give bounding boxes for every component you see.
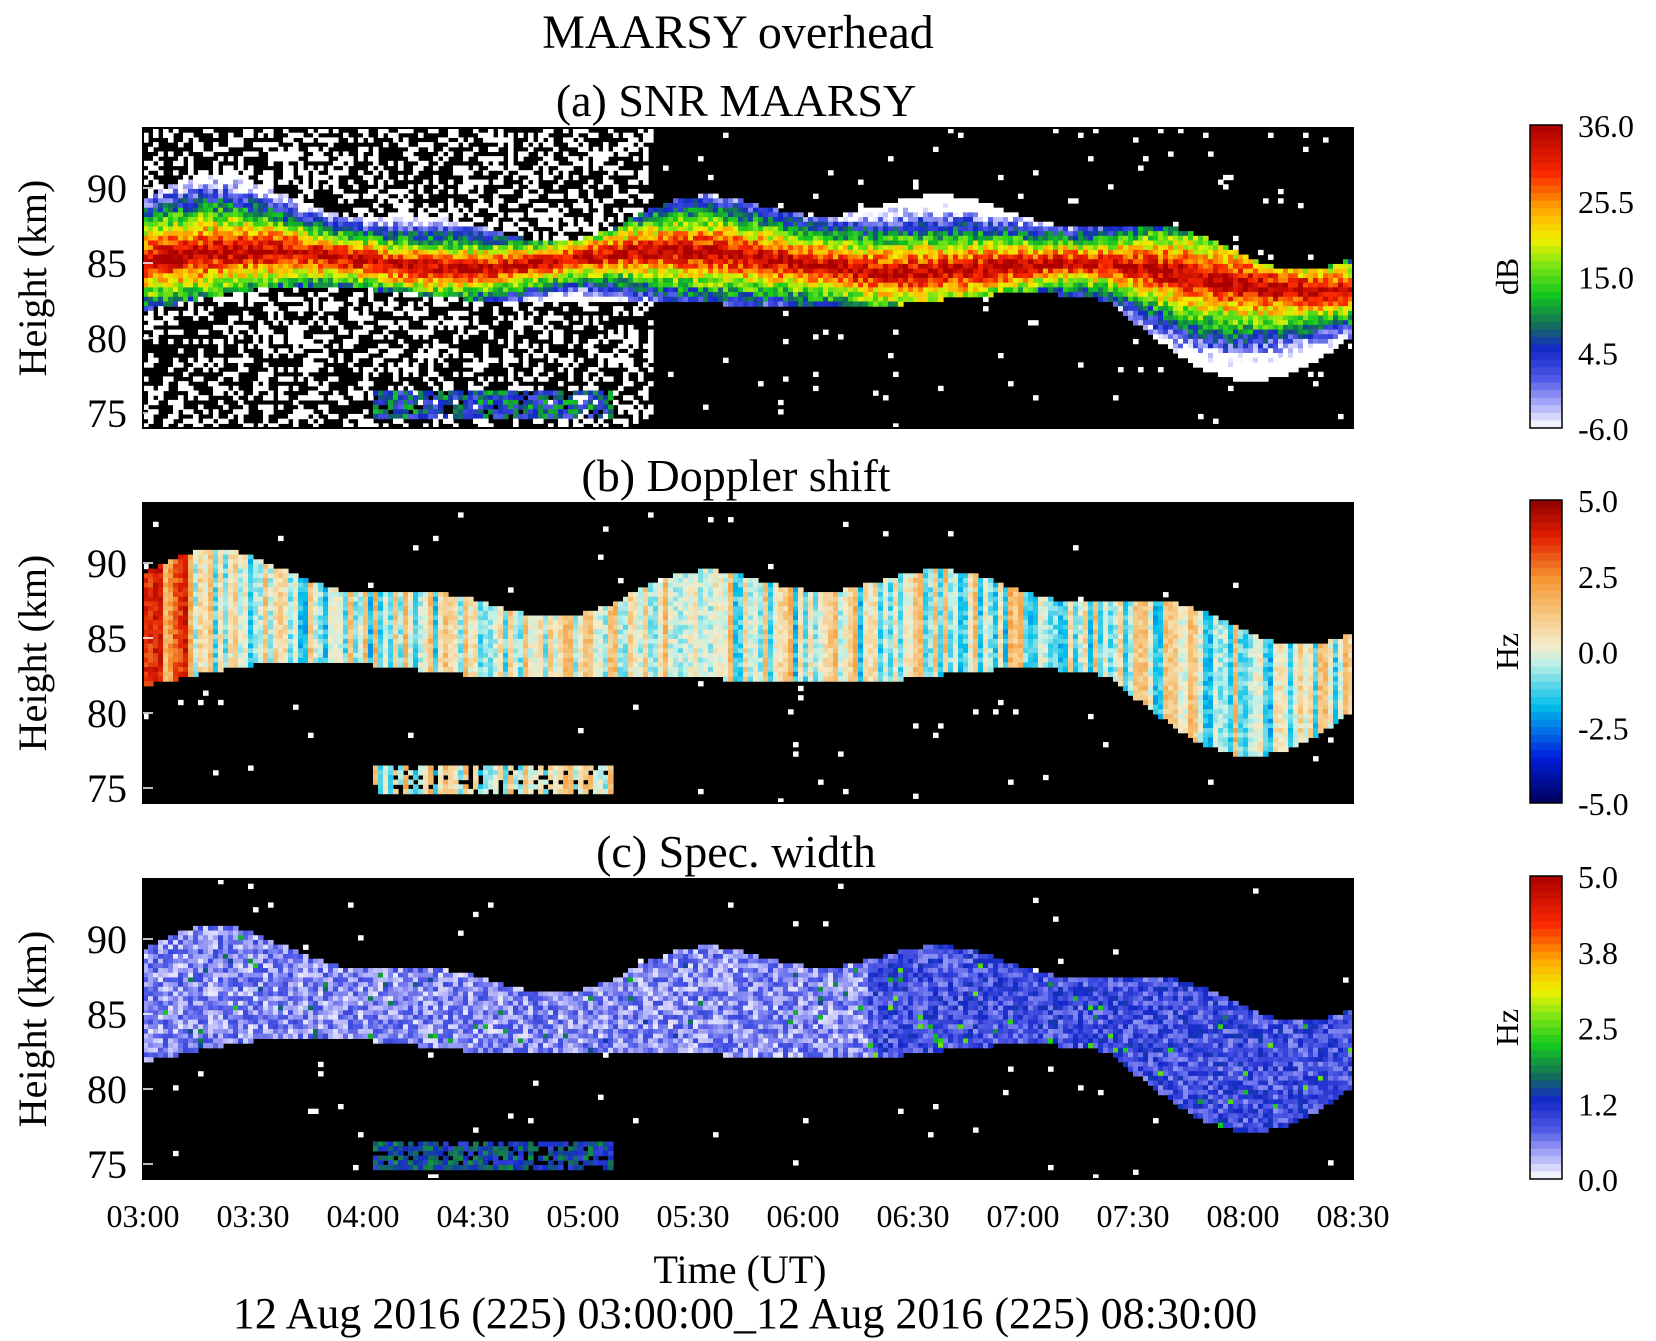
colorbar-tick-label: 2.5 <box>1578 1011 1618 1047</box>
heatmap <box>143 503 1354 804</box>
heatmap <box>143 128 1354 429</box>
y-tick-label: 90 <box>87 917 127 962</box>
colorbar-tick-label: -6.0 <box>1578 411 1629 447</box>
y-axis-label: Height (km) <box>10 555 55 752</box>
y-tick-label: 75 <box>87 391 127 436</box>
colorbar-tick-label: -2.5 <box>1578 710 1629 746</box>
panel-title: (a) SNR MAARSY <box>556 75 916 126</box>
x-tick-label: 03:30 <box>217 1198 290 1234</box>
x-tick-label: 06:30 <box>877 1198 950 1234</box>
y-tick-label: 85 <box>87 992 127 1037</box>
x-tick-label: 05:00 <box>547 1198 620 1234</box>
y-tick-label: 80 <box>87 691 127 736</box>
y-tick-label: 90 <box>87 166 127 211</box>
colorbar-tick-label: 25.5 <box>1578 184 1634 220</box>
footer-time-range: 12 Aug 2016 (225) 03:00:00_12 Aug 2016 (… <box>233 1289 1257 1338</box>
panel-b: (b) Doppler shift 75 80 85 90 Height (km) 5.0 2… <box>10 450 1629 822</box>
x-tick-label: 06:00 <box>767 1198 840 1234</box>
x-tick-label: 05:30 <box>657 1198 730 1234</box>
y-tick-label: 90 <box>87 541 127 586</box>
colorbar-tick-label: 5.0 <box>1578 859 1618 895</box>
colorbar-tick-label: 36.0 <box>1578 108 1634 144</box>
colorbar-label: Hz <box>1489 633 1525 670</box>
panel-a: (a) SNR MAARSY 75 80 85 90 Height (km) 36.0 25.… <box>10 75 1634 447</box>
colorbar-tick-label: 3.8 <box>1578 935 1618 971</box>
y-axis-label: Height (km) <box>10 180 55 377</box>
panel-c: (c) Spec. width 75 80 85 90 Height (km) 03:00 0… <box>10 826 1618 1234</box>
colorbar-tick-label: 2.5 <box>1578 559 1618 595</box>
y-tick-label: 85 <box>87 616 127 661</box>
x-tick-label: 04:00 <box>327 1198 400 1234</box>
x-tick-label: 08:30 <box>1317 1198 1390 1234</box>
y-tick-label: 85 <box>87 241 127 286</box>
colorbar: 5.0 2.5 0.0 -2.5 -5.0 Hz <box>1489 483 1629 822</box>
plot-frame <box>142 878 1354 1180</box>
colorbar-tick-label: 0.0 <box>1578 1162 1618 1198</box>
figure-title: MAARSY overhead <box>542 6 934 59</box>
panel-title: (b) Doppler shift <box>581 450 890 501</box>
colorbar-tick-label: 1.2 <box>1578 1086 1618 1122</box>
colorbar-label: dB <box>1489 258 1525 295</box>
y-tick-label: 75 <box>87 766 127 811</box>
y-tick-label: 80 <box>87 1067 127 1112</box>
colorbar: 36.0 25.5 15.0 4.5 -6.0 dB <box>1489 108 1634 447</box>
panel-title: (c) Spec. width <box>596 826 876 877</box>
plot-frame <box>142 502 1354 804</box>
y-tick-label: 80 <box>87 316 127 361</box>
colorbar-tick-label: -5.0 <box>1578 786 1629 822</box>
x-tick-label: 08:00 <box>1207 1198 1280 1234</box>
colorbar-tick-label: 15.0 <box>1578 260 1634 296</box>
x-tick-label: 07:00 <box>987 1198 1060 1234</box>
colorbar-tick-label: 5.0 <box>1578 483 1618 519</box>
plot-frame <box>142 127 1354 429</box>
colorbar-label: Hz <box>1489 1009 1525 1046</box>
x-tick-label: 03:00 <box>107 1198 180 1234</box>
x-tick-label: 04:30 <box>437 1198 510 1234</box>
y-tick-label: 75 <box>87 1142 127 1187</box>
colorbar: 5.0 3.8 2.5 1.2 0.0 Hz <box>1489 859 1618 1198</box>
colorbar-tick-label: 4.5 <box>1578 335 1618 371</box>
x-tick-label: 07:30 <box>1097 1198 1170 1234</box>
panels: (a) SNR MAARSY 75 80 85 90 Height (km) 36.0 25.… <box>10 75 1634 1234</box>
y-axis-label: Height (km) <box>10 931 55 1128</box>
heatmap <box>143 879 1354 1180</box>
colorbar-tick-label: 0.0 <box>1578 635 1618 671</box>
x-axis-label: Time (UT) <box>654 1247 827 1292</box>
